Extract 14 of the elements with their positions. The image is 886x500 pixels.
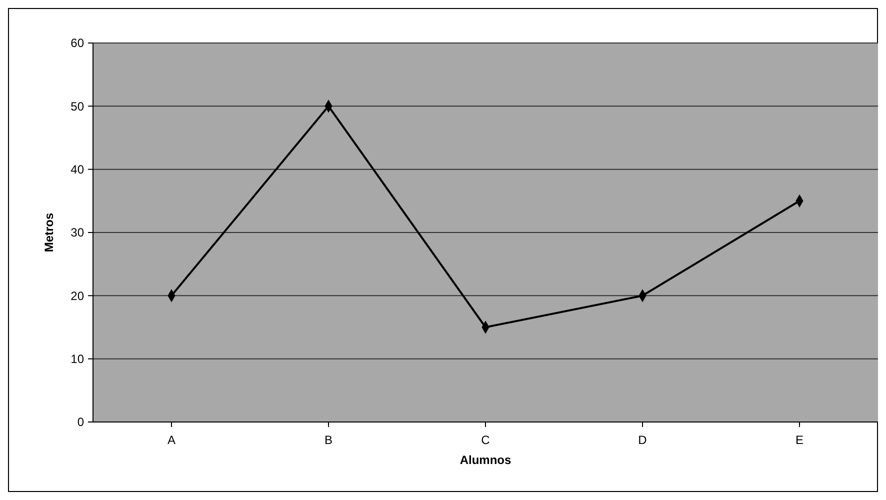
x-tick-label: D (638, 433, 648, 447)
y-tick-label: 40 (70, 162, 84, 177)
x-tick-label: C (481, 433, 490, 447)
y-tick-label: 20 (70, 288, 84, 303)
y-tick-label: 0 (77, 415, 84, 430)
y-tick-label: 10 (70, 352, 84, 366)
y-tick-label: 50 (70, 99, 84, 114)
x-axis-title: Alumnos (460, 453, 512, 467)
y-tick-label: 60 (70, 36, 84, 50)
x-tick-label: A (167, 433, 176, 447)
y-axis-title: Metros (42, 212, 56, 252)
x-tick-label: B (324, 433, 333, 447)
y-tick-label: 30 (70, 226, 84, 240)
x-tick-label: E (795, 433, 804, 447)
